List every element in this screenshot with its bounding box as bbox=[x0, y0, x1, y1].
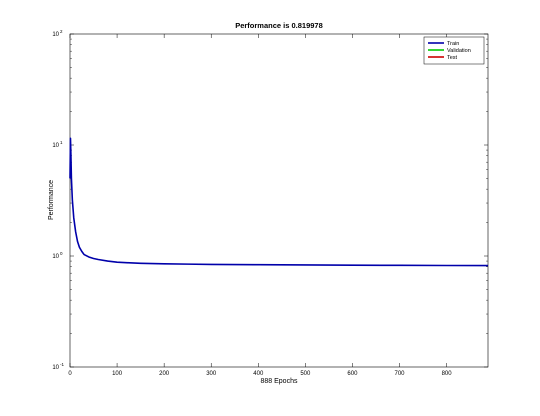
y-tick-exponent: 0 bbox=[60, 251, 63, 256]
x-tick-label: 300 bbox=[206, 371, 217, 377]
legend-label-train: Train bbox=[447, 41, 459, 47]
x-axis: 0 100 200 300 400 500 600 700 800 bbox=[68, 34, 452, 377]
legend-label-test: Test bbox=[447, 55, 458, 61]
y-tick-label: 10 bbox=[52, 143, 59, 149]
series-lines bbox=[69, 137, 489, 267]
y-axis-label: Performance bbox=[48, 180, 55, 220]
x-axis-label: 888 Epochs bbox=[261, 378, 298, 385]
series-line-train bbox=[69, 137, 489, 267]
x-tick-label: 500 bbox=[300, 371, 311, 377]
x-tick-label: 700 bbox=[394, 371, 405, 377]
x-tick-label: 400 bbox=[253, 371, 264, 377]
y-tick-label: 10 bbox=[52, 32, 59, 38]
plot-area bbox=[69, 33, 489, 368]
y-tick-exponent: 2 bbox=[60, 29, 63, 34]
chart-title: Performance is 0.819978 bbox=[235, 21, 323, 30]
legend-label-validation: Validation bbox=[447, 48, 471, 54]
x-tick-label: 800 bbox=[442, 371, 453, 377]
x-tick-label: 200 bbox=[159, 371, 170, 377]
y-tick-exponent: -1 bbox=[60, 362, 64, 367]
y-tick-exponent: 1 bbox=[60, 140, 63, 145]
y-tick-label: 10 bbox=[52, 365, 59, 371]
x-tick-label: 0 bbox=[68, 371, 72, 377]
y-tick-label: 10 bbox=[52, 254, 59, 260]
x-tick-label: 600 bbox=[347, 371, 358, 377]
x-tick-label: 100 bbox=[112, 371, 123, 377]
